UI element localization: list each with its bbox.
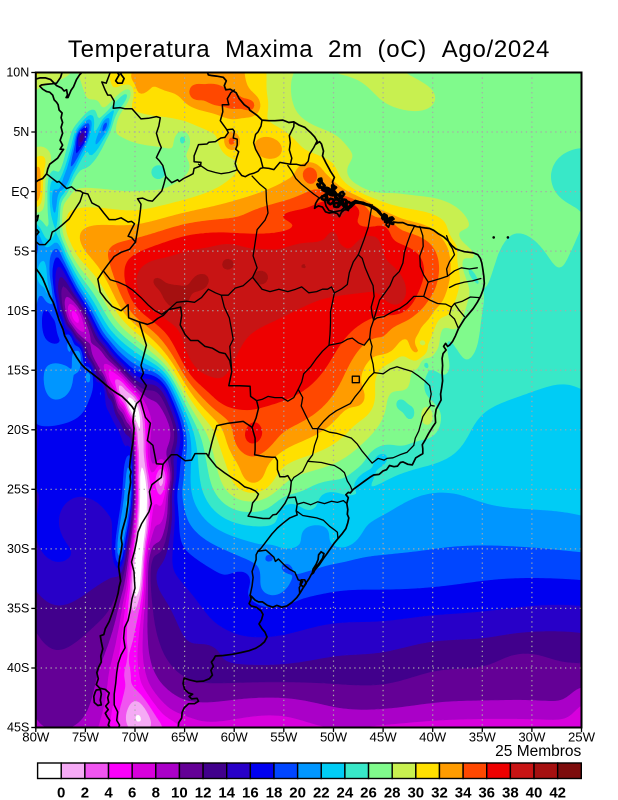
svg-text:28: 28: [384, 785, 401, 800]
svg-text:80W: 80W: [22, 730, 50, 745]
svg-text:55W: 55W: [270, 730, 298, 745]
svg-text:45W: 45W: [370, 730, 398, 745]
svg-text:60W: 60W: [221, 730, 249, 745]
svg-text:40W: 40W: [419, 730, 447, 745]
svg-text:45S: 45S: [7, 721, 29, 735]
svg-text:Temperatura Maxima 2m (oC): Temperatura Maxima 2m (oC) Ago/2024: [68, 36, 550, 63]
svg-text:40: 40: [526, 785, 543, 800]
svg-text:34: 34: [455, 785, 472, 800]
svg-text:5N: 5N: [13, 125, 29, 139]
svg-text:32: 32: [431, 785, 448, 800]
svg-text:15S: 15S: [7, 363, 29, 377]
svg-text:6: 6: [128, 785, 136, 800]
svg-text:18: 18: [266, 785, 283, 800]
svg-text:4: 4: [104, 785, 113, 800]
svg-text:36: 36: [478, 785, 495, 800]
svg-text:40S: 40S: [7, 661, 29, 675]
svg-text:30W: 30W: [518, 730, 546, 745]
svg-text:0: 0: [57, 785, 65, 800]
svg-text:26: 26: [360, 785, 377, 800]
svg-text:22: 22: [313, 785, 330, 800]
svg-text:50W: 50W: [320, 730, 348, 745]
svg-text:14: 14: [218, 785, 235, 800]
svg-text:30S: 30S: [7, 542, 29, 556]
svg-text:75W: 75W: [72, 730, 100, 745]
svg-text:5S: 5S: [14, 244, 29, 258]
svg-text:70W: 70W: [121, 730, 149, 745]
svg-text:30: 30: [407, 785, 424, 800]
svg-text:16: 16: [242, 785, 259, 800]
svg-text:24: 24: [337, 785, 354, 800]
svg-text:38: 38: [502, 785, 519, 800]
svg-text:EQ: EQ: [11, 185, 29, 199]
svg-text:10: 10: [171, 785, 188, 800]
svg-text:42: 42: [549, 785, 566, 800]
svg-text:25S: 25S: [7, 483, 29, 497]
svg-text:25W: 25W: [568, 730, 596, 745]
svg-text:10S: 10S: [7, 304, 29, 318]
svg-text:20: 20: [289, 785, 306, 800]
svg-text:20S: 20S: [7, 423, 29, 437]
svg-text:10N: 10N: [6, 66, 29, 80]
svg-text:2: 2: [81, 785, 89, 800]
svg-text:8: 8: [152, 785, 160, 800]
svg-text:25 Membros: 25 Membros: [495, 743, 581, 760]
svg-text:12: 12: [195, 785, 212, 800]
svg-text:35W: 35W: [469, 730, 497, 745]
svg-text:35S: 35S: [7, 602, 29, 616]
svg-text:65W: 65W: [171, 730, 199, 745]
